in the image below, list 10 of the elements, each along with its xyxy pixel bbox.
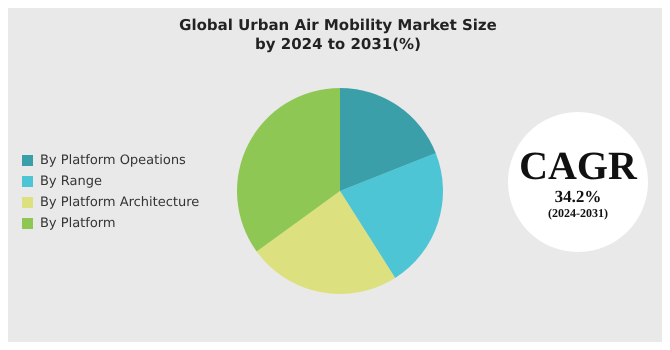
legend-label: By Range (40, 173, 102, 191)
pie-slice (237, 88, 340, 252)
circle-badge: CAGR 34.2% (2024-2031) (508, 112, 648, 252)
chart-title: Global Urban Air Mobility Market Size by 2024 to 2031(%) (178, 16, 498, 54)
legend-label: By Platform Architecture (40, 194, 200, 212)
pie-slice (340, 88, 436, 191)
pie-slice (340, 153, 443, 278)
legend-label: By Platform (40, 215, 116, 233)
pie-slice (256, 191, 396, 294)
legend-label: By Platform Opeations (40, 152, 186, 170)
